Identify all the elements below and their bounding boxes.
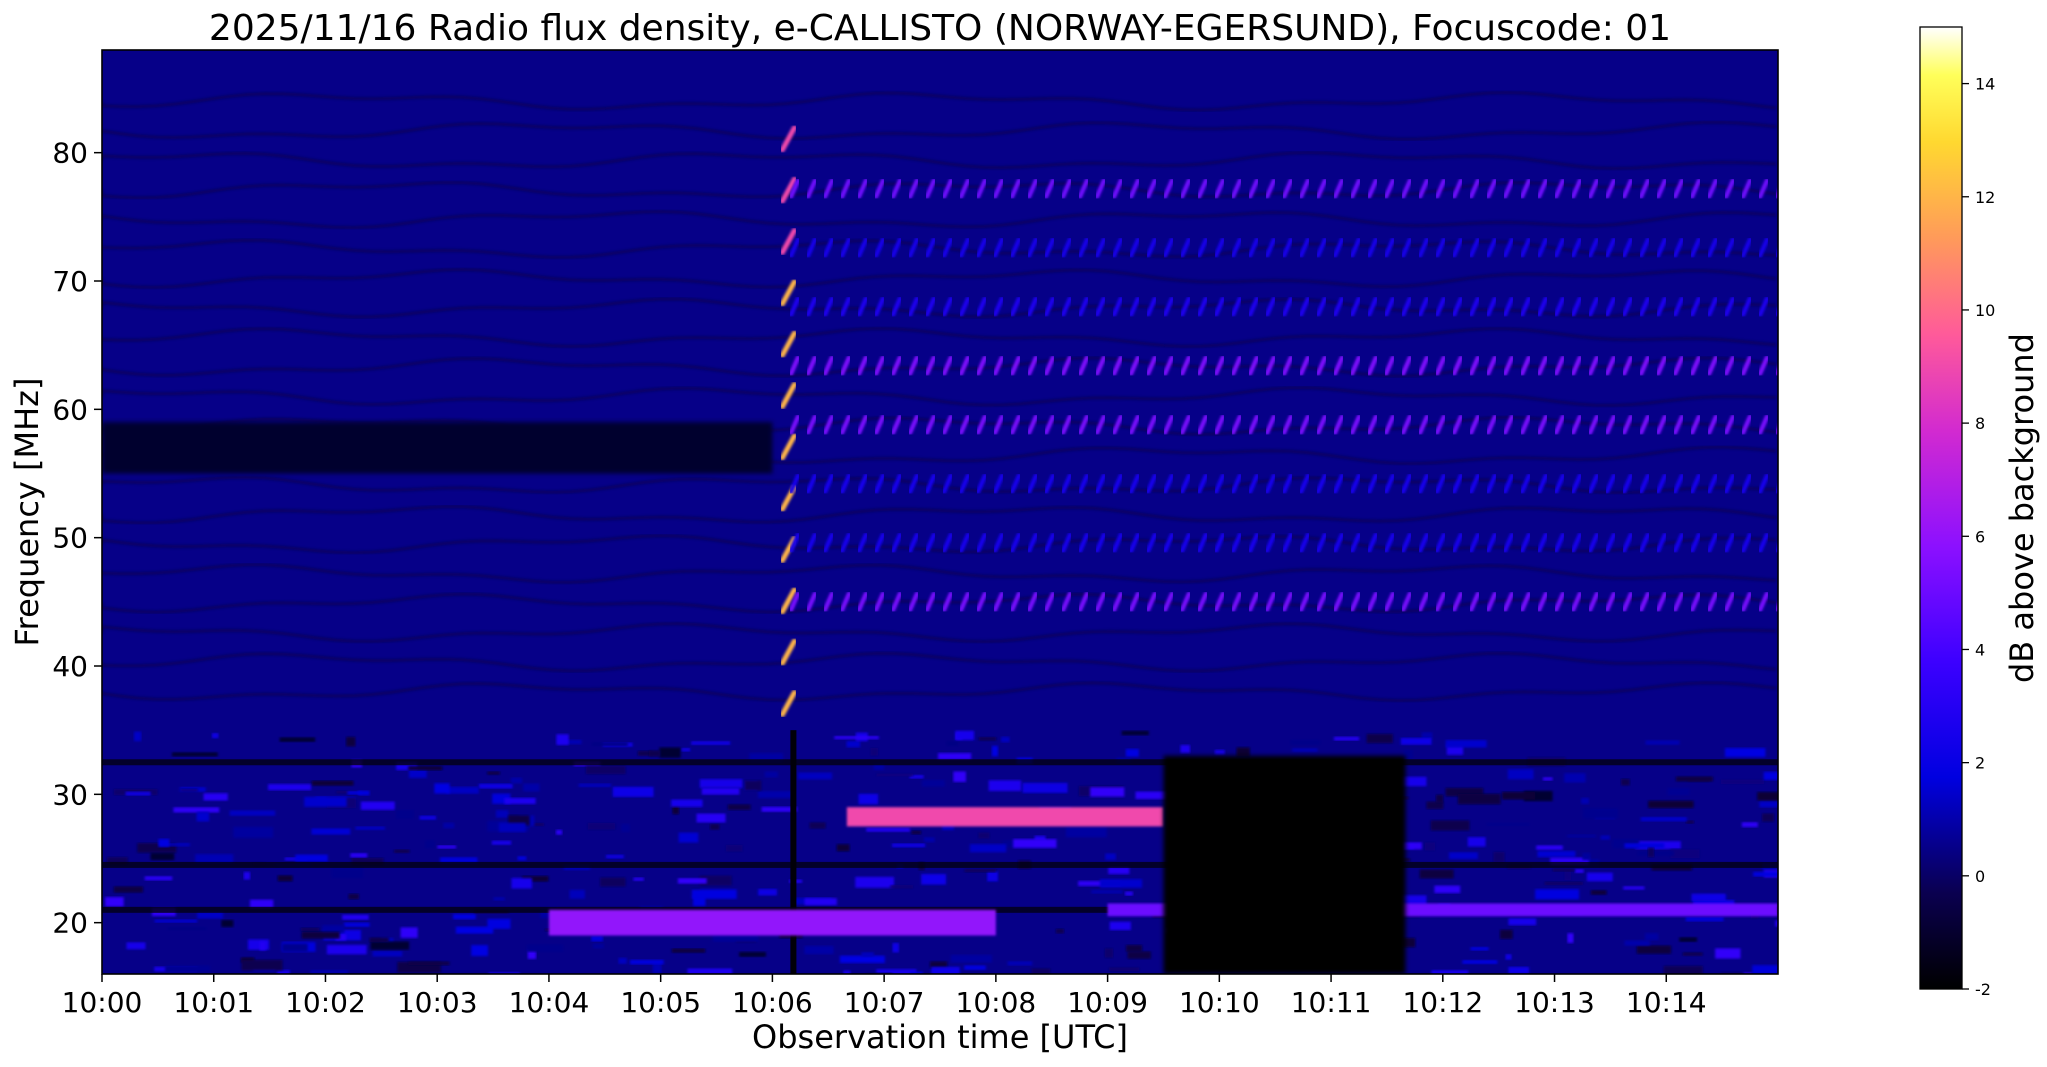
spectral-feature	[1163, 755, 1406, 974]
y-tick-label: 30	[52, 778, 88, 811]
x-tick-label: 10:00	[62, 986, 143, 1019]
dark-line	[102, 759, 1778, 766]
spectral-feature	[846, 807, 1164, 827]
y-tick-label: 60	[52, 393, 88, 426]
y-tick-label: 20	[52, 907, 88, 940]
y-tick-label: 70	[52, 265, 88, 298]
x-tick-label: 10:08	[956, 986, 1037, 1019]
colorbar-tick-label: 0	[1975, 867, 1985, 886]
colorbar-tick-label: 4	[1975, 640, 1985, 659]
burst-onset-streak	[779, 125, 797, 974]
plot-frame	[101, 49, 1779, 975]
spectral-feature	[102, 422, 773, 474]
colorbar-tick-label: -2	[1975, 980, 1991, 999]
y-axis-ticks: 20 30 40 50 60 70 80	[52, 137, 102, 940]
colorbar-tick-label: 6	[1975, 527, 1985, 546]
colorbar	[1919, 26, 1963, 990]
colorbar-tick-label: 14	[1975, 75, 1995, 94]
spectrogram-image	[102, 50, 1778, 974]
y-axis-label: Frequency [MHz]	[8, 378, 46, 647]
x-tick-label: 10:05	[620, 986, 701, 1019]
dark-line	[102, 861, 1778, 868]
colorbar-tick-label: 12	[1975, 188, 1995, 207]
x-tick-label: 10:12	[1402, 986, 1483, 1019]
colorbar-ticks: -2 0 2 4 6 8 10 12 14	[1962, 75, 1995, 999]
y-tick-label: 80	[52, 137, 88, 170]
x-tick-label: 10:07	[844, 986, 925, 1019]
x-tick-label: 10:13	[1514, 986, 1595, 1019]
x-tick-label: 10:11	[1291, 986, 1372, 1019]
heatmap-plot-area	[102, 50, 1778, 974]
y-tick-label: 50	[52, 522, 88, 555]
chart-title: 2025/11/16 Radio flux density, e-CALLIST…	[209, 8, 1671, 49]
colorbar-tick-label: 10	[1975, 301, 1995, 320]
burst-stripe-pattern	[788, 178, 1778, 613]
x-tick-label: 10:02	[285, 986, 366, 1019]
spectral-feature	[548, 909, 996, 936]
x-axis-label: Observation time [UTC]	[752, 1018, 1128, 1056]
colorbar-label: dB above background	[2003, 333, 2041, 683]
x-tick-label: 10:10	[1179, 986, 1260, 1019]
x-tick-label: 10:14	[1626, 986, 1707, 1019]
x-tick-label: 10:01	[173, 986, 254, 1019]
x-tick-label: 10:04	[509, 986, 590, 1019]
x-tick-label: 10:03	[397, 986, 478, 1019]
x-tick-label: 10:09	[1067, 986, 1148, 1019]
colorbar-tick-label: 8	[1975, 414, 1985, 433]
colorbar-tick-label: 2	[1975, 754, 1985, 773]
x-axis-ticks: 10:00 10:01 10:02 10:03 10:04 10:05 10:06 10:07…	[62, 974, 1707, 1019]
y-tick-label: 40	[52, 650, 88, 683]
x-tick-label: 10:06	[732, 986, 813, 1019]
